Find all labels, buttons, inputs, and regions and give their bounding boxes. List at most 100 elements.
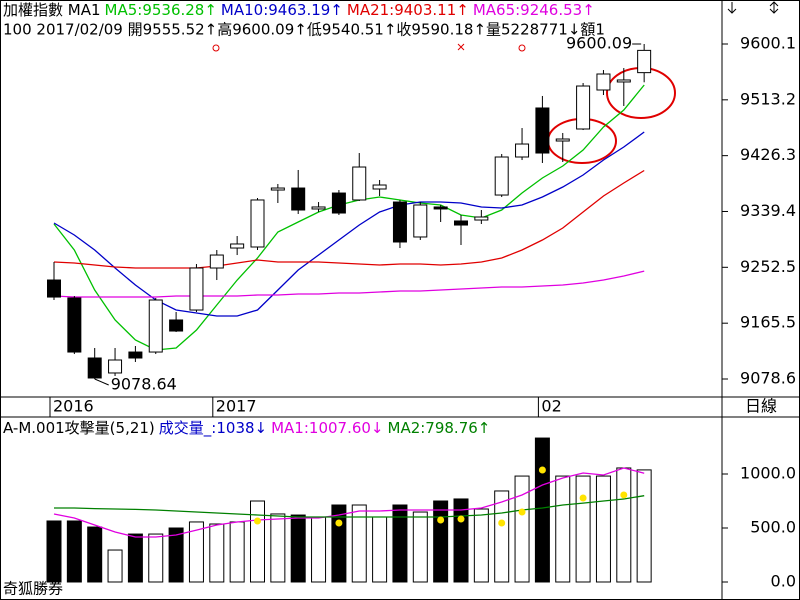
candle-body	[576, 85, 591, 130]
volume-bar	[148, 533, 164, 583]
x-tick-label: 02	[541, 397, 561, 416]
y-tick-label: 9600.1	[740, 34, 796, 53]
candle-body	[392, 201, 407, 243]
y-tick-label: 0.0	[771, 571, 796, 590]
volume-bar	[250, 500, 265, 583]
y-tick-label: 9078.6	[740, 369, 796, 388]
candle-body	[148, 299, 163, 353]
volume-bar	[270, 513, 286, 583]
signal-dot	[254, 517, 261, 525]
candle-body	[616, 79, 631, 83]
signal-marker	[518, 44, 526, 52]
volume-bar	[636, 469, 652, 583]
x-tick-label: 2017	[216, 397, 257, 416]
legend-entry: MA21:9403.11↑	[347, 1, 469, 19]
candle-body	[189, 267, 204, 311]
signal-dot	[457, 515, 465, 523]
volume-bar	[311, 516, 327, 583]
volume-bar	[412, 511, 428, 583]
signal-marker	[457, 43, 465, 51]
volume-ma-line	[54, 495, 645, 518]
y-tick-label: 9252.5	[740, 257, 796, 276]
quote-info: 100 2017/02/09 開9555.52↑高9600.09↑低9540.5…	[3, 21, 605, 39]
brand: 奇狐勝券	[3, 580, 63, 598]
volume-bar	[453, 498, 469, 583]
volume-bar	[595, 475, 611, 583]
ma-line	[53, 270, 645, 298]
low-annotation: 9078.64	[111, 374, 177, 393]
volume-ma-line	[53, 467, 645, 538]
candle-body	[372, 184, 387, 190]
volume-bar	[534, 437, 550, 583]
candle-body	[535, 107, 550, 154]
volume-bar	[87, 526, 103, 583]
volume-bar	[433, 500, 449, 583]
annotation-leader	[94, 378, 109, 386]
candle-body	[230, 243, 245, 249]
candle-body	[67, 297, 82, 353]
candle-body	[87, 357, 102, 379]
volume-bar	[331, 504, 347, 583]
volume-bar	[66, 520, 82, 583]
volume-bar	[372, 516, 388, 583]
candle-body	[47, 279, 61, 298]
candle-body	[331, 192, 346, 214]
candle-body	[515, 143, 530, 158]
candle-body	[474, 216, 489, 221]
legend-entry: A-M.001攻擊量(5,21)	[3, 419, 155, 437]
volume-bar	[351, 504, 367, 583]
volume-bar	[494, 490, 510, 583]
candle-body	[270, 187, 285, 191]
candle-body	[494, 156, 509, 196]
volume-bar	[209, 523, 225, 583]
candle-body	[108, 359, 123, 374]
legend-entry: MA5:9536.28↑	[105, 1, 217, 19]
volume-bar	[616, 467, 632, 583]
signal-marker	[212, 44, 220, 52]
signal-dot	[579, 494, 587, 502]
legend-entry: MA10:9463.19↑	[221, 1, 343, 19]
candle-body	[209, 254, 224, 269]
signal-dot	[538, 466, 546, 474]
volume-bar	[127, 533, 143, 583]
volume-bar	[473, 508, 489, 583]
y-tick-label: 9165.5	[740, 313, 796, 332]
legend-entry: MA2:798.76↑	[388, 419, 491, 437]
candle-body	[413, 204, 428, 238]
signal-dot	[437, 516, 445, 524]
signal-dot	[335, 519, 343, 527]
signal-dot	[498, 519, 506, 527]
candle-body	[454, 220, 468, 226]
volume-bar	[514, 475, 530, 583]
volume-bar	[46, 520, 62, 583]
legend: 加權指數 MA1 MA5:9536.28↑ MA10:9463.19↑ MA21:94…	[3, 1, 595, 19]
scroll-icon[interactable]	[727, 2, 737, 14]
period-label: 日線	[745, 397, 777, 416]
volume-bar	[107, 549, 123, 583]
candle-body	[128, 351, 143, 359]
candle-body	[637, 49, 652, 74]
candle-body	[596, 73, 611, 91]
candle-body	[250, 199, 265, 248]
legend: A-M.001攻擊量(5,21) 成交量_:1038↓ MA1:1007.60↓ MA…	[3, 419, 490, 438]
legend-entry: 成交量_:1038↓	[159, 419, 267, 438]
y-tick-label: 9513.2	[740, 89, 796, 108]
candle-body	[555, 138, 570, 142]
ma-line	[53, 169, 645, 269]
volume-bar	[168, 527, 184, 583]
candle-body	[311, 206, 326, 210]
volume-bar	[229, 521, 245, 583]
zoom-icon[interactable]	[769, 1, 779, 14]
signal-dot	[620, 491, 628, 499]
legend-entry: MA1:1007.60↓	[271, 419, 383, 437]
volume-bar	[392, 504, 408, 583]
y-tick-label: 500.0	[750, 518, 796, 537]
volume-bar	[575, 475, 591, 583]
volume-bar	[555, 475, 571, 583]
legend-entry: 加權指數 MA1	[3, 1, 101, 19]
volume-bar	[188, 521, 204, 583]
x-tick-label: 2016	[53, 397, 94, 416]
y-tick-label: 9339.4	[740, 201, 796, 220]
